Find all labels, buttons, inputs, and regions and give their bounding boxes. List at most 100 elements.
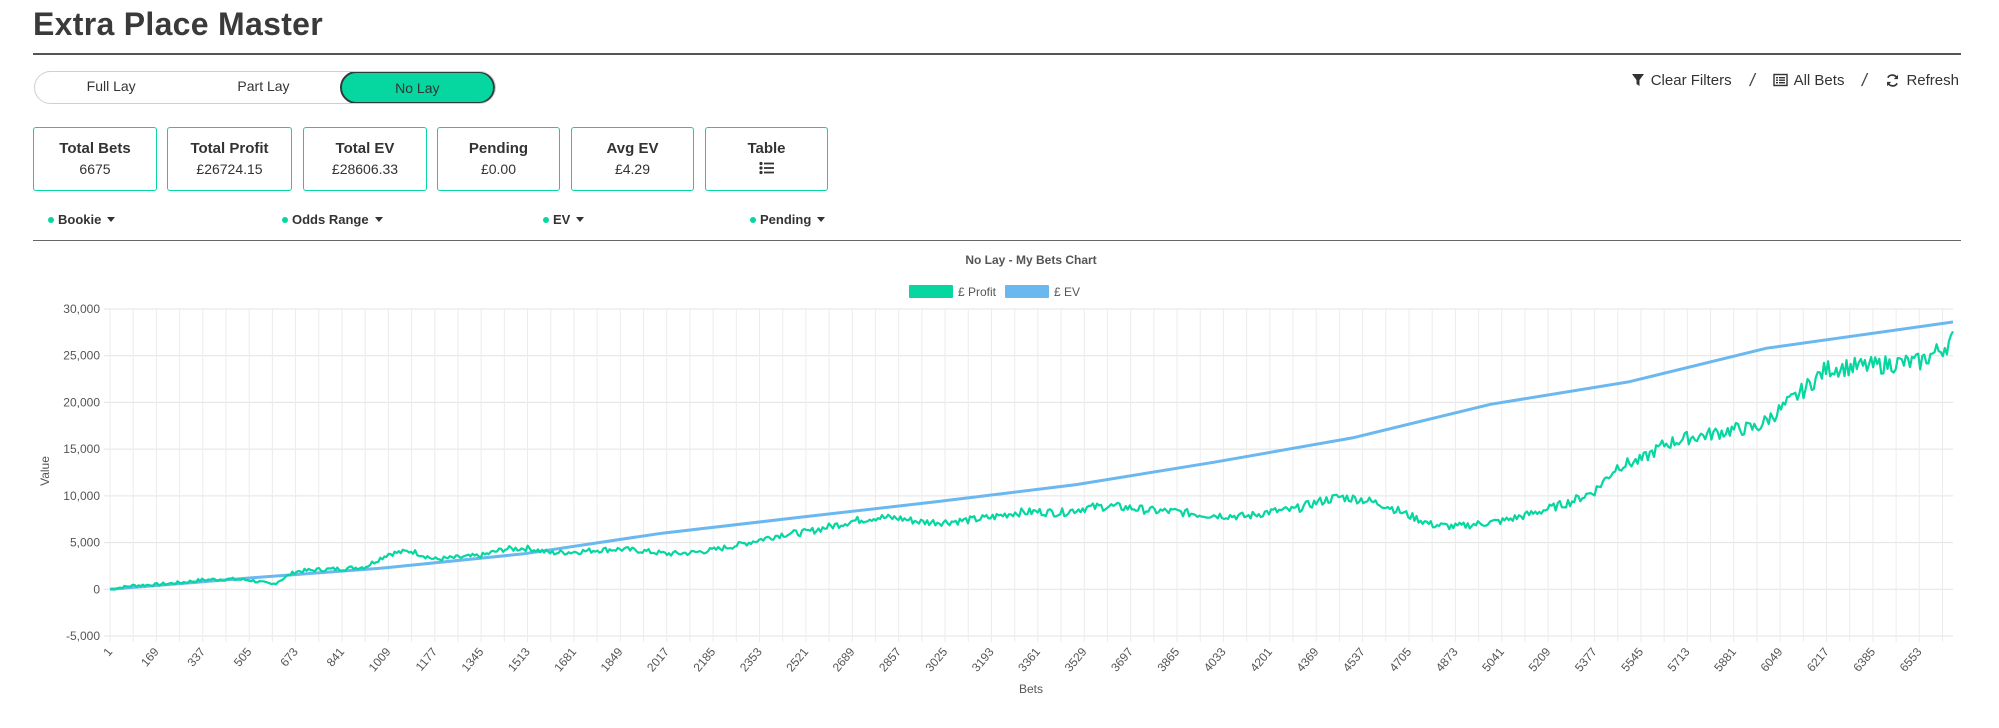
y-tick-labels: -5,000 0 5,000 10,000 15,000 20,000 25,000 30,0… xyxy=(63,302,100,643)
y-tick-label: 10,000 xyxy=(63,489,100,503)
table-value xyxy=(706,161,827,178)
caret-down-icon xyxy=(817,217,826,222)
stat-value: £4.29 xyxy=(614,161,651,177)
table-view-button[interactable]: Table xyxy=(705,127,828,191)
x-tick-label: 6217 xyxy=(1804,645,1832,675)
stat-label: Table xyxy=(747,140,786,157)
legend-label-profit[interactable]: £ Profit xyxy=(958,285,997,299)
x-tick-label: 1009 xyxy=(366,645,394,675)
x-tick-label: 505 xyxy=(231,645,255,670)
ev-line xyxy=(109,320,1954,591)
bookie-filter[interactable]: Bookie xyxy=(48,212,116,227)
stat-value: £0.00 xyxy=(480,161,517,177)
stat-card-avg-ev: Avg EV £4.29 xyxy=(571,127,694,191)
pending-filter[interactable]: Pending xyxy=(750,212,826,227)
legend-swatch-ev[interactable] xyxy=(1005,285,1049,298)
stats-cards: Total Bets 6675 Total Profit £26724.15 T… xyxy=(33,127,838,191)
x-tick-label: 169 xyxy=(138,645,162,670)
stat-card-total-ev: Total EV £28606.33 xyxy=(303,127,427,191)
profit-line xyxy=(109,330,1954,591)
x-tick-label: 4369 xyxy=(1294,645,1322,675)
y-tick-label: 15,000 xyxy=(63,442,100,456)
stat-value: £28606.33 xyxy=(331,161,399,177)
filter-dot xyxy=(750,216,756,223)
x-tick-label: 1 xyxy=(100,645,115,659)
toolbar: Clear Filters / All Bets / Refresh xyxy=(1631,68,1959,92)
x-grid xyxy=(109,309,1944,642)
clear-filters-label: Clear Filters xyxy=(1650,71,1732,89)
x-axis-title: Bets xyxy=(1019,682,1043,696)
x-tick-label: 3529 xyxy=(1062,645,1090,675)
legend-swatch-profit[interactable] xyxy=(909,285,953,298)
x-tick-label: 2521 xyxy=(783,645,811,675)
x-tick-label: 5881 xyxy=(1711,645,1739,675)
x-tick-label: 1849 xyxy=(598,645,626,675)
filter-divider xyxy=(33,240,1961,241)
no-lay-button[interactable]: No Lay xyxy=(339,72,495,103)
refresh-button[interactable]: Refresh xyxy=(1885,72,1959,89)
x-tick-label: 4873 xyxy=(1433,645,1461,675)
caret-down-icon xyxy=(374,217,383,222)
x-tick-label: 3193 xyxy=(969,645,997,675)
refresh-label: Refresh xyxy=(1906,71,1959,89)
stat-card-total-bets: Total Bets 6675 xyxy=(33,127,157,191)
clear-filters-button[interactable]: Clear Filters xyxy=(1631,72,1732,89)
x-tick-label: 3697 xyxy=(1108,645,1136,675)
chart-title: No Lay - My Bets Chart xyxy=(965,253,1096,267)
x-tick-label: 1513 xyxy=(505,645,533,675)
y-tick-label: 30,000 xyxy=(63,302,100,316)
refresh-icon xyxy=(1887,73,1899,87)
y-tick-label: 0 xyxy=(93,582,100,596)
stat-label: Avg EV xyxy=(606,140,659,157)
title-divider xyxy=(33,53,1961,55)
y-tick-label: -5,000 xyxy=(66,629,100,643)
y-tick-label: 20,000 xyxy=(63,395,100,409)
x-tick-label: 2185 xyxy=(691,645,719,675)
part-lay-button[interactable]: Part Lay xyxy=(237,78,290,94)
x-tick-label: 2689 xyxy=(830,645,858,675)
filter-label: Pending xyxy=(760,212,812,227)
stat-label: Pending xyxy=(468,140,529,157)
x-tick-label: 4705 xyxy=(1386,645,1414,675)
caret-down-icon xyxy=(107,217,116,222)
toolbar-separator: / xyxy=(1860,69,1870,90)
stat-label: Total Bets xyxy=(59,140,131,157)
x-tick-label: 3025 xyxy=(922,645,950,675)
x-tick-label: 1177 xyxy=(413,645,441,674)
all-bets-button[interactable]: All Bets xyxy=(1772,71,1845,89)
x-tick-label: 2857 xyxy=(876,645,904,675)
stat-value: 6675 xyxy=(79,161,111,177)
filter-label: Bookie xyxy=(58,212,102,227)
stat-label: Total Profit xyxy=(190,140,269,157)
x-tick-label: 5041 xyxy=(1479,645,1507,675)
y-tick-label: 25,000 xyxy=(63,349,100,363)
stat-card-pending: Pending £0.00 xyxy=(437,127,560,191)
x-tick-label: 5377 xyxy=(1572,645,1600,675)
stat-label: Total EV xyxy=(335,140,395,157)
caret-down-icon xyxy=(576,217,585,222)
all-bets-label: All Bets xyxy=(1793,71,1845,89)
lay-mode-toggle: Full Lay Part Lay No Lay xyxy=(34,71,496,104)
stat-card-total-profit: Total Profit £26724.15 xyxy=(167,127,292,191)
x-tick-label: 4201 xyxy=(1247,645,1275,675)
x-tick-label: 673 xyxy=(277,645,301,670)
legend-label-ev[interactable]: £ EV xyxy=(1054,285,1080,299)
x-tick-label: 5713 xyxy=(1665,645,1693,675)
x-tick-label: 5209 xyxy=(1526,645,1554,675)
filter-dot xyxy=(48,216,54,223)
full-lay-button[interactable]: Full Lay xyxy=(86,78,136,94)
x-tick-label: 2353 xyxy=(737,645,765,675)
ev-filter[interactable]: EV xyxy=(543,212,585,227)
list-alt-icon xyxy=(1772,73,1788,87)
x-tick-label: 841 xyxy=(324,645,348,670)
filter-label: Odds Range xyxy=(292,212,369,227)
x-tick-labels: 1 169 337 505 673 841 1009 1177 1345 1513 1681 1849… xyxy=(100,645,1925,675)
x-tick-label: 6553 xyxy=(1897,645,1925,675)
stat-value: £26724.15 xyxy=(196,161,263,177)
x-tick-label: 6385 xyxy=(1850,645,1878,675)
x-tick-label: 2017 xyxy=(644,645,672,675)
odds-range-filter[interactable]: Odds Range xyxy=(282,212,383,227)
filter-dot xyxy=(282,216,288,223)
filter-label: EV xyxy=(553,212,571,227)
page-title: Extra Place Master xyxy=(33,6,324,42)
